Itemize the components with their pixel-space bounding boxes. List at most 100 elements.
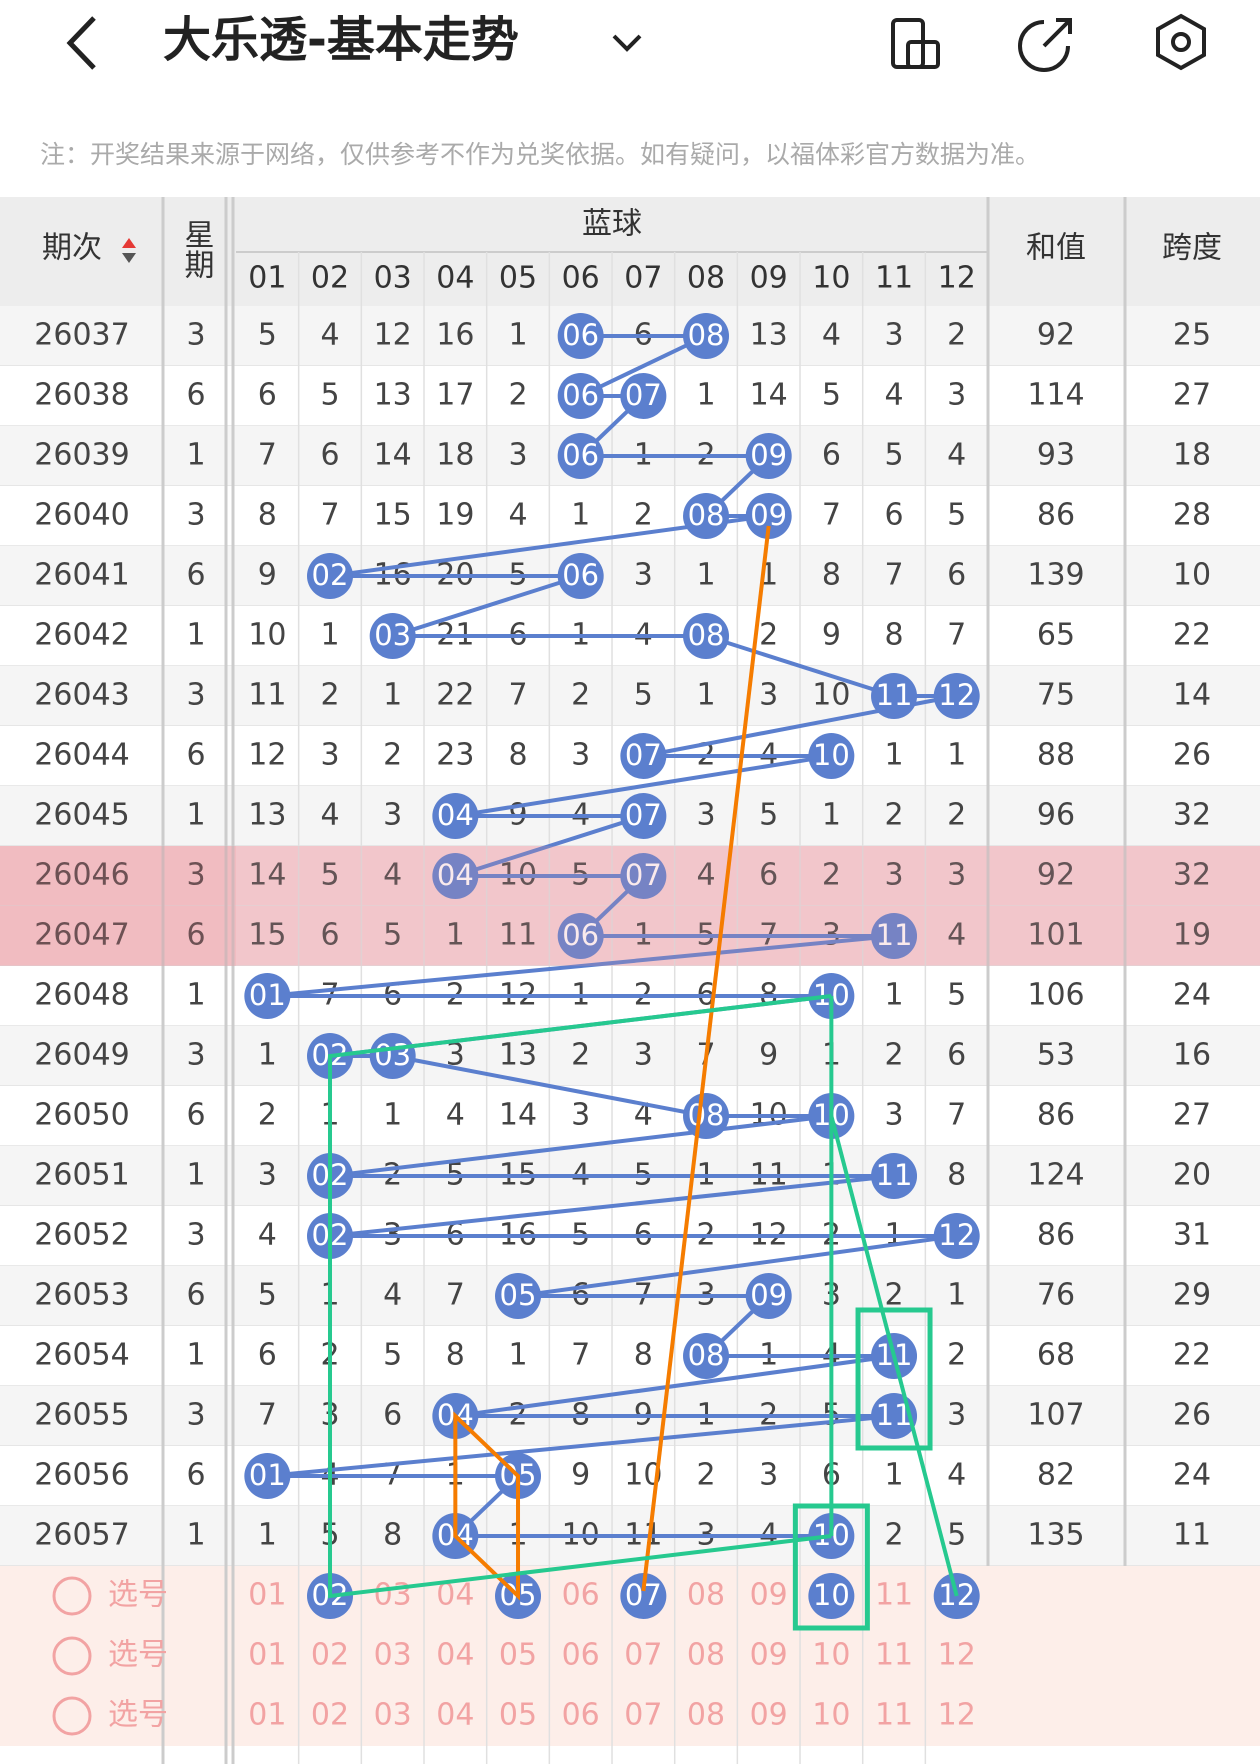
miss-count: 6 bbox=[320, 918, 339, 953]
pick-number[interactable]: 06 bbox=[562, 1638, 600, 1673]
miss-count: 2 bbox=[884, 1038, 903, 1073]
pick-number[interactable]: 09 bbox=[750, 1698, 788, 1733]
miss-count: 8 bbox=[884, 618, 903, 653]
miss-count: 5 bbox=[634, 678, 653, 713]
ball bbox=[808, 733, 855, 779]
ball-number: 08 bbox=[688, 618, 725, 652]
weekday: 3 bbox=[186, 1398, 205, 1433]
ball bbox=[683, 493, 730, 539]
pick-number[interactable]: 04 bbox=[436, 1638, 474, 1673]
period: 26040 bbox=[34, 498, 129, 533]
miss-count: 1 bbox=[383, 1098, 402, 1133]
pick-number[interactable]: 05 bbox=[499, 1698, 537, 1733]
ball bbox=[871, 673, 918, 719]
sum: 101 bbox=[1027, 918, 1084, 953]
miss-count: 9 bbox=[759, 1038, 778, 1073]
miss-count: 7 bbox=[320, 498, 339, 533]
miss-count: 6 bbox=[759, 858, 778, 893]
share-icon[interactable] bbox=[1018, 18, 1072, 72]
weekday-header: 星期 bbox=[179, 219, 214, 279]
pick-number[interactable]: 01 bbox=[248, 1638, 286, 1673]
period-header: 期次 bbox=[42, 231, 102, 266]
miss-count: 1 bbox=[884, 978, 903, 1013]
pick-number[interactable]: 09 bbox=[750, 1638, 788, 1673]
pick-number[interactable]: 09 bbox=[750, 1578, 788, 1613]
pick-number[interactable]: 11 bbox=[875, 1638, 913, 1673]
weekday: 1 bbox=[186, 978, 205, 1013]
pick-number[interactable]: 02 bbox=[311, 1698, 349, 1733]
miss-count: 5 bbox=[320, 858, 339, 893]
miss-count: 4 bbox=[947, 918, 966, 953]
row-bg bbox=[0, 1326, 1260, 1386]
pick-number[interactable]: 10 bbox=[812, 1638, 850, 1673]
miss-count: 7 bbox=[258, 438, 277, 473]
title-dropdown[interactable] bbox=[612, 34, 642, 52]
pick-label: 选号 bbox=[108, 1578, 168, 1613]
pick-number[interactable]: 07 bbox=[624, 1638, 662, 1673]
pick-number[interactable]: 07 bbox=[624, 1698, 662, 1733]
miss-count: 3 bbox=[634, 558, 653, 593]
ball bbox=[369, 1033, 416, 1079]
settings-icon[interactable] bbox=[1156, 13, 1206, 71]
pick-number[interactable]: 10 bbox=[812, 1698, 850, 1733]
weekday: 3 bbox=[186, 318, 205, 353]
miss-count: 14 bbox=[248, 858, 286, 893]
ball-number: 08 bbox=[688, 1338, 725, 1372]
trend-line bbox=[329, 1174, 895, 1238]
row-bg bbox=[0, 1446, 1260, 1506]
miss-count: 7 bbox=[947, 618, 966, 653]
trend-line bbox=[392, 574, 582, 638]
pick-number[interactable]: 01 bbox=[248, 1698, 286, 1733]
period: 26044 bbox=[34, 738, 129, 773]
pick-number[interactable]: 08 bbox=[687, 1578, 725, 1613]
pick-number[interactable]: 02 bbox=[311, 1638, 349, 1673]
span-header: 跨度 bbox=[1162, 231, 1222, 266]
pick-number[interactable]: 08 bbox=[687, 1638, 725, 1673]
pick-number[interactable]: 04 bbox=[436, 1698, 474, 1733]
number-header: 11 bbox=[875, 261, 913, 296]
period: 26048 bbox=[34, 978, 129, 1013]
miss-count: 2 bbox=[508, 378, 527, 413]
pick-number[interactable]: 11 bbox=[875, 1698, 913, 1733]
ball-number: 07 bbox=[625, 378, 662, 412]
pick-number[interactable]: 03 bbox=[374, 1698, 412, 1733]
weekday: 3 bbox=[186, 858, 205, 893]
ball-number: 06 bbox=[562, 378, 599, 412]
miss-count: 3 bbox=[446, 1038, 465, 1073]
pick-number[interactable]: 03 bbox=[374, 1578, 412, 1613]
weekday: 6 bbox=[186, 738, 205, 773]
sum: 76 bbox=[1037, 1278, 1075, 1313]
rotate-icon[interactable] bbox=[891, 18, 940, 69]
pick-number[interactable]: 08 bbox=[687, 1698, 725, 1733]
miss-count: 6 bbox=[947, 558, 966, 593]
pick-number[interactable]: 05 bbox=[499, 1638, 537, 1673]
pick-radio[interactable] bbox=[52, 1696, 92, 1736]
span: 32 bbox=[1173, 798, 1211, 833]
top-bar: 大乐透-基本走势 bbox=[66, 12, 1206, 72]
miss-count: 3 bbox=[884, 858, 903, 893]
pick-number[interactable]: 11 bbox=[875, 1578, 913, 1613]
pick-number[interactable]: 12 bbox=[938, 1698, 976, 1733]
miss-count: 3 bbox=[947, 1398, 966, 1433]
pick-number[interactable]: 06 bbox=[562, 1578, 600, 1613]
pick-radio[interactable] bbox=[52, 1636, 92, 1676]
period: 26045 bbox=[34, 798, 129, 833]
ball bbox=[933, 673, 980, 719]
miss-count: 6 bbox=[947, 1038, 966, 1073]
pick-number[interactable]: 12 bbox=[938, 1638, 976, 1673]
pick-number[interactable]: 01 bbox=[248, 1578, 286, 1613]
pick-number[interactable]: 03 bbox=[374, 1638, 412, 1673]
ball-number: 09 bbox=[750, 438, 787, 472]
trend-line bbox=[392, 1054, 707, 1118]
sum: 86 bbox=[1037, 498, 1075, 533]
miss-count: 8 bbox=[446, 1338, 465, 1373]
sort-down bbox=[122, 253, 136, 263]
back-button[interactable] bbox=[66, 16, 96, 70]
ball bbox=[620, 853, 667, 899]
pick-number[interactable]: 06 bbox=[562, 1698, 600, 1733]
trend-line bbox=[579, 334, 707, 398]
period: 26047 bbox=[34, 918, 129, 953]
period: 26046 bbox=[34, 858, 129, 893]
pick-radio[interactable] bbox=[52, 1576, 92, 1616]
ball-number: 08 bbox=[688, 498, 725, 532]
